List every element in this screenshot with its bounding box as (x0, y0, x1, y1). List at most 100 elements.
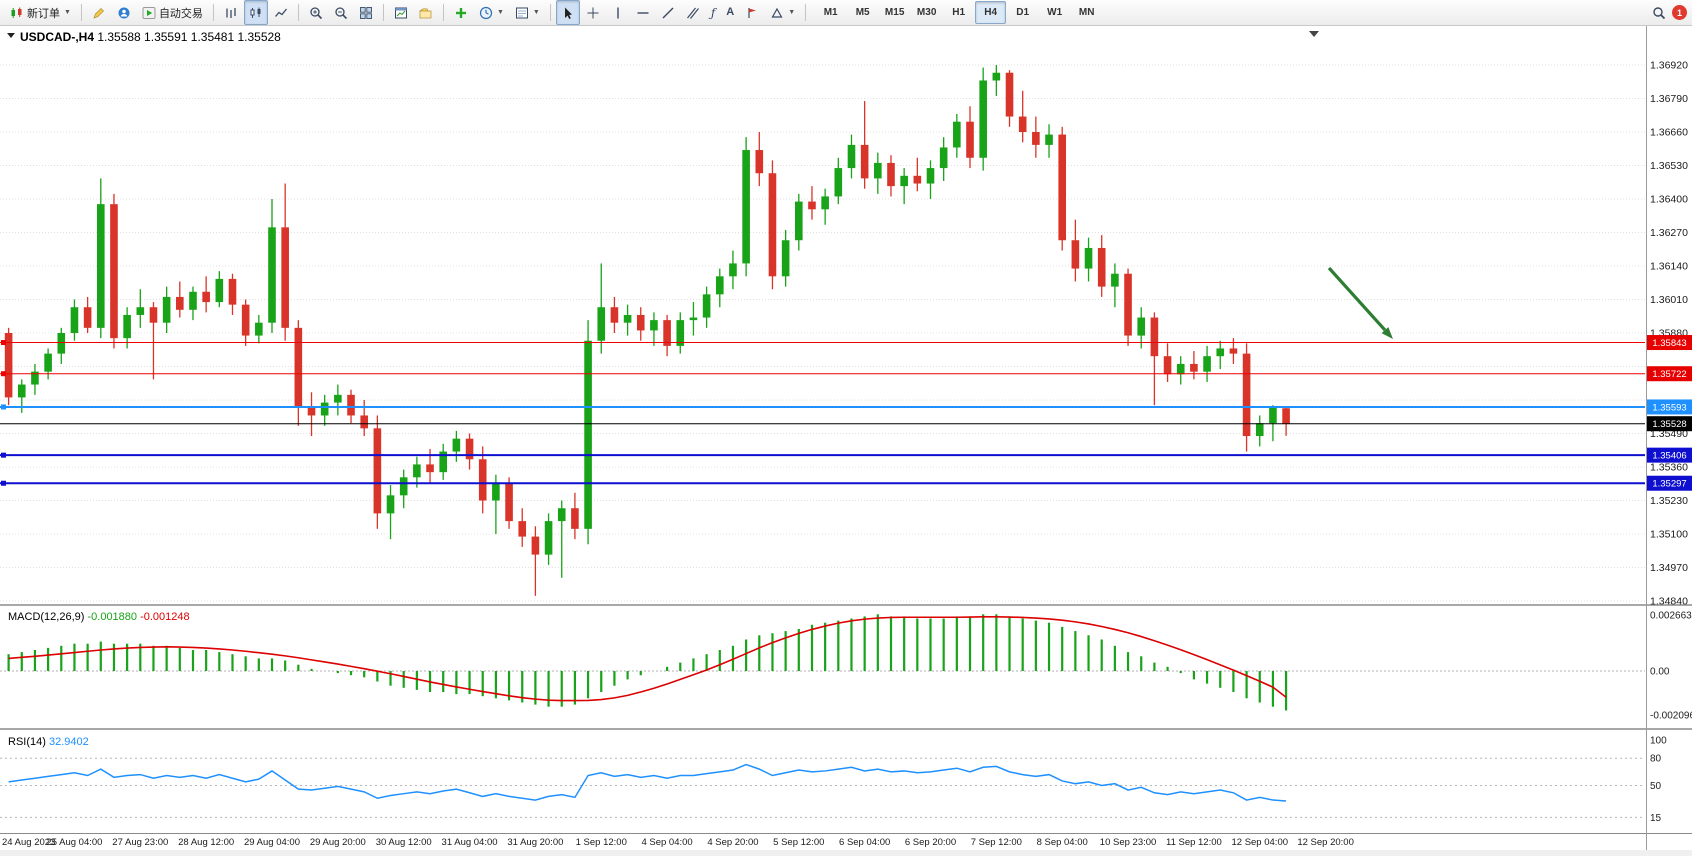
candle (676, 312, 685, 354)
clock-icon (479, 6, 493, 19)
zoom-in-icon (310, 6, 323, 19)
candle (294, 320, 303, 426)
price-scale-label: 1.36270 (1650, 227, 1688, 239)
timeframe-h1[interactable]: H1 (952, 7, 966, 18)
horizontal-line-1.35593[interactable] (0, 404, 1645, 410)
add-indicator-icon (455, 7, 466, 18)
channel-tool-button[interactable] (681, 0, 705, 25)
templates-button[interactable]: ▼ (510, 0, 545, 25)
candle (136, 289, 145, 328)
vertical-line-tool-button[interactable] (606, 0, 630, 25)
price-scale[interactable]: 1.36920 1.36790 1.36660 1.36530 1.36400 1.362… (1650, 60, 1688, 608)
trendline-tool-button[interactable] (656, 0, 680, 25)
candlestick-mode-button[interactable] (243, 0, 268, 25)
fibonacci-tool-button[interactable]: ƒ (706, 0, 720, 25)
time-axis-label: 6 Sep 20:00 (905, 837, 956, 848)
candle (1032, 116, 1040, 158)
zoom-in-button[interactable] (304, 0, 328, 25)
horizontal-line-1.35722[interactable] (0, 371, 1645, 377)
vertical-line-icon (617, 7, 619, 18)
candle (729, 250, 737, 290)
candle (110, 193, 118, 349)
tile-windows-button[interactable] (354, 0, 378, 25)
periods-button[interactable]: ▼ (474, 0, 509, 25)
horizontal-line-tool-button[interactable] (631, 0, 655, 25)
timeframe-m15[interactable]: M15 (884, 7, 905, 18)
symbol-caret-icon[interactable] (7, 33, 15, 38)
timeframe-m1[interactable]: M1 (823, 7, 838, 18)
rsi-scale-label: 50 (1650, 781, 1662, 792)
crosshair-icon (587, 7, 599, 18)
shapes-tool-button[interactable]: ▼ (765, 0, 800, 25)
timeframe-h4[interactable]: H4 (975, 1, 1007, 24)
macd-histogram (7, 614, 1288, 711)
rsi-label: RSI(14) 32.9402 (8, 736, 89, 748)
candle (320, 394, 329, 426)
price-scale-label: 1.34970 (1650, 562, 1688, 574)
line-chart-mode-button[interactable] (269, 0, 293, 25)
search-button[interactable] (1647, 0, 1671, 25)
candle (1242, 343, 1251, 452)
line-handle[interactable] (1, 404, 6, 410)
horizontal-line-1.35843[interactable] (0, 340, 1645, 346)
line-handle[interactable] (1, 371, 6, 377)
profile-icon (118, 7, 130, 18)
candle (1084, 237, 1093, 282)
zoom-out-icon (335, 6, 348, 19)
notification-badge[interactable]: 1 (1672, 5, 1687, 20)
price-scale-label: 1.35360 (1650, 462, 1688, 474)
auto-trading-button[interactable]: 自动交易 (137, 0, 208, 25)
timeframe-m30[interactable]: M30 (916, 7, 937, 18)
crosshair-tool-button[interactable] (581, 0, 605, 25)
pencil-icon (93, 7, 104, 19)
macd-label: MACD(12,26,9) -0.001880 -0.001248 (8, 611, 190, 623)
community-button[interactable] (112, 0, 136, 25)
timeframe-w1[interactable]: W1 (1047, 7, 1063, 18)
horizontal-line-1.35297[interactable] (0, 480, 1645, 486)
candle (715, 268, 724, 308)
panel-separator[interactable] (0, 604, 1692, 606)
time-axis-separator (0, 833, 1692, 834)
text-tool-button[interactable]: A (721, 0, 739, 25)
svg-text:1.35406: 1.35406 (1652, 451, 1686, 462)
line-handle[interactable] (1, 340, 6, 346)
candle (1203, 345, 1211, 382)
zoom-out-button[interactable] (329, 0, 353, 25)
cursor-tool-button[interactable] (555, 0, 580, 25)
timeframe-m5[interactable]: M5 (855, 7, 870, 18)
timeframe-mn[interactable]: MN (1078, 7, 1095, 18)
candle (742, 137, 750, 277)
time-axis-label: 30 Aug 12:00 (376, 837, 432, 848)
profiles-button[interactable] (414, 0, 438, 25)
new-order-label: 新订单 (27, 7, 60, 20)
candle (1005, 70, 1014, 127)
shift-marker-icon[interactable] (1309, 31, 1319, 37)
line-handle[interactable] (1, 480, 6, 486)
candle (268, 199, 276, 333)
candle (597, 263, 606, 354)
price-scale-label: 1.36920 (1650, 60, 1688, 72)
time-axis-label: 11 Sep 12:00 (1166, 837, 1222, 848)
new-chart-button[interactable] (389, 0, 413, 25)
metaeditor-button[interactable] (87, 0, 111, 25)
candle (57, 327, 66, 364)
horizontal-line-1.35406[interactable] (0, 452, 1645, 458)
candle (768, 160, 777, 290)
new-order-button[interactable]: 新订单 ▼ (5, 0, 76, 25)
bar-chart-mode-button[interactable] (219, 0, 243, 25)
candle (1216, 340, 1225, 370)
label-tool-button[interactable] (740, 0, 764, 25)
indicators-button[interactable] (449, 0, 473, 25)
panel-separator[interactable] (0, 728, 1692, 730)
cursor-icon (564, 7, 572, 19)
time-axis-label: 4 Sep 04:00 (641, 837, 692, 848)
candle (808, 186, 816, 220)
line-handle[interactable] (1, 452, 6, 458)
arrow-annotation[interactable] (1327, 266, 1393, 339)
timeframe-d1[interactable]: D1 (1016, 7, 1030, 18)
toolbar-separator (80, 4, 82, 21)
candle (571, 492, 579, 540)
horizontal-line-icon (637, 11, 649, 14)
